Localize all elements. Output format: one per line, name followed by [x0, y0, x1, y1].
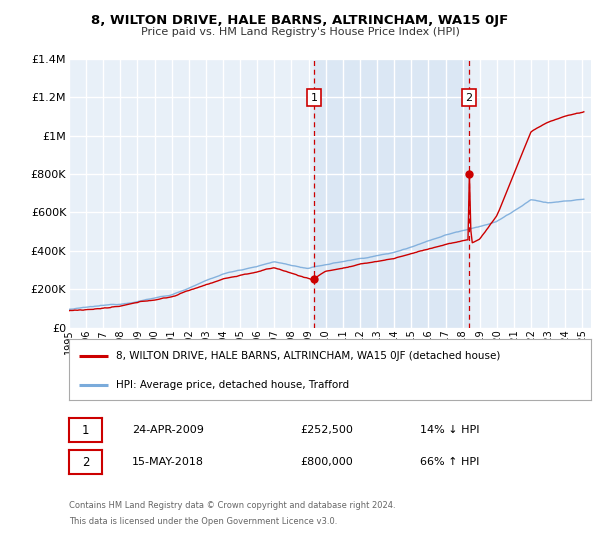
Text: £800,000: £800,000 — [300, 457, 353, 467]
Text: 15-MAY-2018: 15-MAY-2018 — [132, 457, 204, 467]
Text: Price paid vs. HM Land Registry's House Price Index (HPI): Price paid vs. HM Land Registry's House … — [140, 27, 460, 37]
Bar — [314, 59, 469, 328]
Text: 8, WILTON DRIVE, HALE BARNS, ALTRINCHAM, WA15 0JF: 8, WILTON DRIVE, HALE BARNS, ALTRINCHAM,… — [91, 14, 509, 27]
Text: £252,500: £252,500 — [300, 425, 353, 435]
Text: 2: 2 — [82, 455, 89, 469]
Text: 1: 1 — [310, 93, 317, 103]
Text: Contains HM Land Registry data © Crown copyright and database right 2024.: Contains HM Land Registry data © Crown c… — [69, 501, 395, 510]
Text: This data is licensed under the Open Government Licence v3.0.: This data is licensed under the Open Gov… — [69, 517, 337, 526]
Text: 24-APR-2009: 24-APR-2009 — [132, 425, 204, 435]
Text: 1: 1 — [82, 423, 89, 437]
Text: 14% ↓ HPI: 14% ↓ HPI — [420, 425, 479, 435]
Text: 8, WILTON DRIVE, HALE BARNS, ALTRINCHAM, WA15 0JF (detached house): 8, WILTON DRIVE, HALE BARNS, ALTRINCHAM,… — [116, 351, 500, 361]
Text: 2: 2 — [466, 93, 473, 103]
Text: HPI: Average price, detached house, Trafford: HPI: Average price, detached house, Traf… — [116, 380, 349, 390]
Text: 66% ↑ HPI: 66% ↑ HPI — [420, 457, 479, 467]
